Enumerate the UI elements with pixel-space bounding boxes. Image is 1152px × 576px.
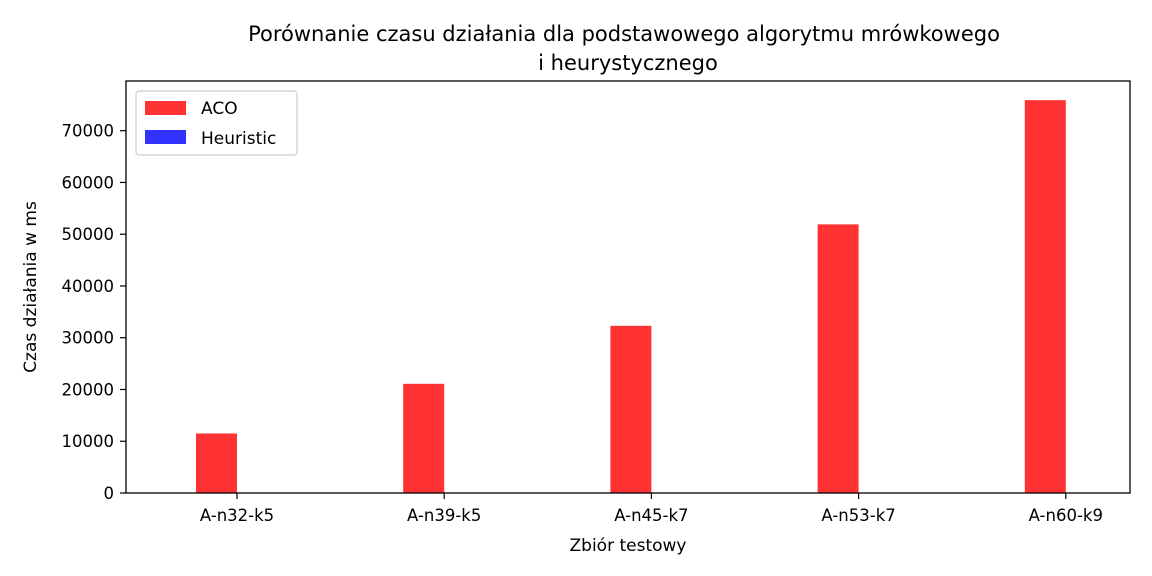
bar-aco-a-n53-k7 (817, 224, 859, 493)
chart-title-line-2: i heurystycznego (538, 51, 718, 75)
legend-swatch-aco (145, 101, 186, 115)
y-axis-ticks: 0 10000 20000 30000 40000 50000 60000 70000 (62, 122, 126, 503)
y-tick-label: 70000 (62, 122, 115, 141)
chart-title-line-1: Porównanie czasu działania dla podstawow… (248, 22, 1000, 46)
y-axis-label: Czas działania w ms (21, 201, 41, 373)
bar-aco-a-n32-k5 (196, 433, 237, 493)
bar-aco-a-n60-k9 (1024, 100, 1066, 493)
x-tick-label: A-n39-k5 (407, 506, 481, 525)
y-tick-label: 30000 (62, 329, 115, 348)
x-tick-label: A-n32-k5 (200, 506, 274, 525)
plot-frame (125, 80, 1131, 494)
x-axis-label: Zbiór testowy (570, 536, 687, 556)
x-axis-ticks: A-n32-k5 A-n39-k5 A-n45-k7 A-n53-k7 A-n60-k9 (200, 493, 1103, 525)
y-tick-label: 10000 (62, 432, 115, 451)
legend-label-aco: ACO (201, 99, 238, 119)
legend-label-heuristic: Heuristic (201, 129, 276, 149)
x-tick-label: A-n45-k7 (614, 506, 688, 525)
y-tick-label: 40000 (62, 277, 115, 296)
x-tick-label: A-n53-k7 (821, 506, 895, 525)
x-tick-label: A-n60-k9 (1029, 506, 1103, 525)
y-tick-label: 60000 (62, 173, 115, 192)
y-tick-label: 50000 (62, 225, 115, 244)
bars-group (196, 100, 1066, 493)
y-tick-label: 0 (104, 484, 115, 503)
legend-swatch-heuristic (145, 130, 186, 144)
y-tick-label: 20000 (62, 380, 115, 399)
bar-aco-a-n39-k5 (403, 383, 445, 493)
bar-aco-a-n45-k7 (610, 325, 652, 493)
legend: ACO Heuristic (135, 90, 298, 156)
